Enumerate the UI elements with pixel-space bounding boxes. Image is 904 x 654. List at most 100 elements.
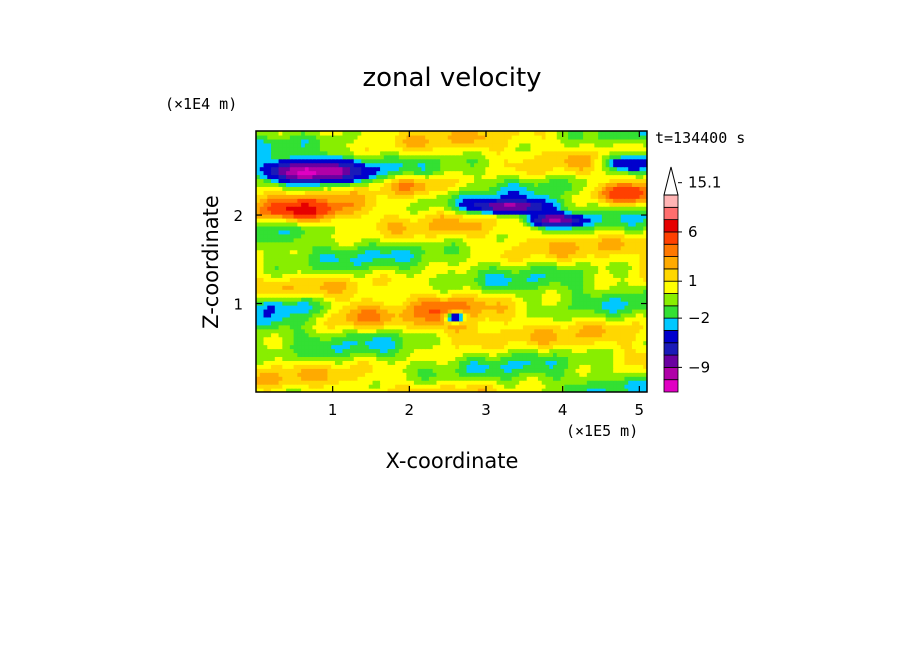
- field-cell: [274, 368, 280, 373]
- field-cell: [462, 257, 468, 263]
- field-cell: [338, 348, 344, 354]
- field-cell: [556, 356, 562, 361]
- field-cell: [485, 257, 490, 263]
- field-cell: [568, 340, 573, 346]
- field-cell: [560, 332, 565, 338]
- field-cell: [609, 202, 614, 207]
- field-cell: [357, 376, 362, 381]
- field-cell: [271, 273, 276, 278]
- field-cell: [334, 312, 340, 318]
- field-cell: [575, 301, 580, 306]
- field-cell: [639, 305, 644, 310]
- field-cell: [417, 265, 423, 271]
- field-cell: [455, 301, 460, 306]
- field-cell: [308, 376, 313, 381]
- field-cell: [590, 384, 595, 389]
- field-cell: [519, 340, 524, 346]
- field-cell: [575, 376, 580, 381]
- field-cell: [601, 336, 607, 342]
- field-cell: [440, 328, 445, 334]
- field-cell: [319, 253, 325, 259]
- field-cell: [500, 384, 505, 389]
- field-cell: [391, 245, 396, 251]
- field-cell: [391, 312, 396, 318]
- field-cell: [549, 241, 554, 247]
- field-cell: [466, 285, 471, 290]
- field-cell: [643, 332, 647, 338]
- field-cell: [530, 261, 535, 267]
- field-cell: [553, 277, 558, 282]
- field-cell: [624, 316, 629, 322]
- field-cell: [631, 233, 637, 239]
- field-cell: [586, 384, 592, 389]
- field-cell: [293, 281, 298, 286]
- field-cell: [432, 261, 438, 267]
- field-cell: [308, 202, 313, 207]
- field-cell: [398, 380, 404, 385]
- field-cell: [579, 372, 584, 377]
- field-cell: [451, 237, 456, 243]
- field-cell: [342, 265, 347, 271]
- field-cell: [331, 344, 336, 350]
- field-cell: [428, 344, 434, 350]
- field-cell: [331, 372, 336, 377]
- field-cell: [519, 237, 524, 243]
- field-cell: [338, 210, 344, 215]
- field-cell: [598, 265, 603, 271]
- field-cell: [492, 320, 498, 326]
- field-cell: [564, 376, 569, 381]
- field-cell: [481, 293, 486, 298]
- field-cell: [594, 356, 599, 361]
- field-cell: [477, 352, 483, 358]
- field-cell: [256, 332, 261, 338]
- field-cell: [432, 340, 438, 346]
- field-cell: [474, 233, 479, 239]
- field-cell: [549, 360, 554, 365]
- field-cell: [526, 218, 532, 223]
- field-cell: [387, 324, 392, 330]
- field-cell: [417, 221, 423, 227]
- field-cell: [643, 297, 647, 302]
- field-cell: [282, 202, 287, 207]
- field-cell: [447, 388, 453, 392]
- field-cell: [594, 273, 599, 278]
- field-cell: [428, 324, 434, 330]
- field-cell: [353, 301, 359, 306]
- field-cell: [278, 293, 283, 298]
- field-cell: [519, 253, 524, 259]
- field-cell: [417, 305, 423, 310]
- field-cell: [470, 356, 475, 361]
- field-cell: [286, 316, 291, 322]
- field-cell: [568, 308, 573, 314]
- field-cell: [590, 380, 595, 385]
- field-cell: [451, 265, 456, 271]
- field-cell: [504, 388, 509, 392]
- field-cell: [282, 332, 287, 338]
- field-cell: [338, 229, 344, 235]
- field-cell: [256, 253, 261, 259]
- field-cell: [395, 380, 400, 385]
- field-cell: [489, 384, 494, 389]
- field-cell: [541, 388, 547, 392]
- field-cell: [410, 348, 415, 354]
- field-cell: [365, 388, 370, 392]
- field-cell: [477, 356, 483, 361]
- field-cell: [319, 218, 325, 223]
- field-cell: [425, 225, 430, 231]
- field-cell: [519, 277, 524, 282]
- field-cell: [541, 253, 547, 259]
- field-cell: [496, 348, 501, 354]
- field-cell: [500, 214, 505, 219]
- field-cell: [590, 285, 595, 290]
- field-cell: [616, 372, 622, 377]
- field-cell: [553, 206, 558, 211]
- field-cell: [331, 384, 336, 389]
- field-cell: [556, 229, 562, 235]
- field-cell: [534, 340, 539, 346]
- field-cell: [447, 277, 453, 282]
- field-cell: [417, 285, 423, 290]
- field-cell: [293, 372, 298, 377]
- field-cell: [609, 356, 614, 361]
- field-cell: [530, 344, 535, 350]
- field-cell: [372, 277, 377, 282]
